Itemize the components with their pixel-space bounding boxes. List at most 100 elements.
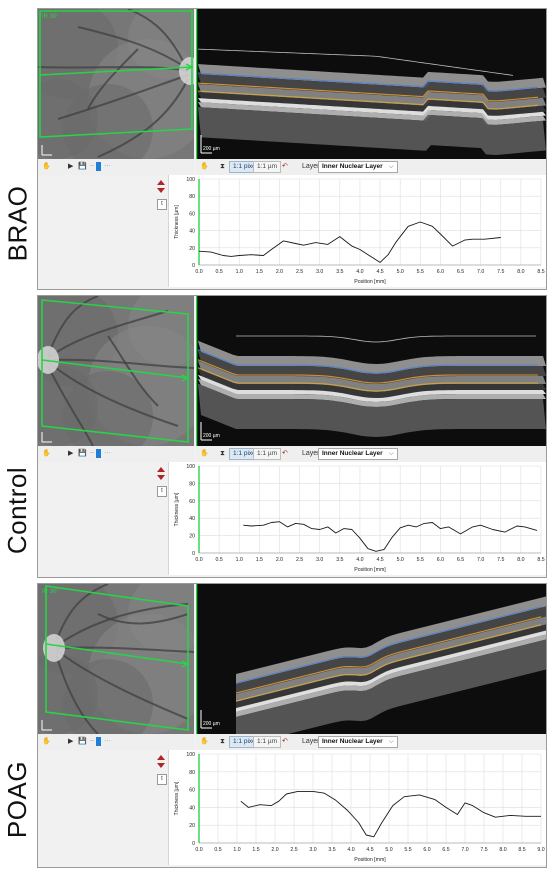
chart-side-panel: t [38,750,168,865]
scale-bar-label: 200 µm [203,433,220,439]
layer-tool-icon[interactable]: ↶ [282,450,288,457]
retinal-vessel [77,26,189,70]
x-tick-label: 3.0 [316,557,323,563]
chart-background [169,175,546,287]
hourglass-icon[interactable]: ⧗ [220,738,225,745]
fundus-image: IR 30° [38,584,194,734]
ellipsis-icon[interactable]: ⋯ [104,163,111,170]
x-tick-label: 4.5 [376,557,383,563]
hand-icon[interactable]: ✋ [200,450,209,457]
posterior-hyaloid-line [236,335,536,343]
oct-bscan-image: 200 µm [196,584,546,734]
arrow-up-icon[interactable] [157,755,165,760]
slider-thumb[interactable] [96,737,101,746]
layer-tool-icon[interactable]: ↶ [282,738,288,745]
t-box-icon[interactable]: t [157,199,167,210]
segmentation-line [197,359,538,384]
bscan-toolbar: ✋ ⧗ 1:1 pixel 1:1 µm ↶ Layer: Inner Nucl… [196,159,546,175]
y-tick-label: 100 [186,464,195,470]
arrow-down-icon[interactable] [157,188,165,193]
retina-layer-band [236,616,546,702]
one-to-one-um-button[interactable]: 1:1 µm [253,161,282,173]
retinal-vessel [55,584,109,643]
thickness-series-line [240,790,541,838]
layer-tool-icon[interactable]: ↶ [282,163,288,170]
retina-layer-band [236,624,546,708]
layer-label: Layer: [302,450,322,457]
t-box-icon[interactable]: t [157,486,167,497]
oct-bscan-image: 200 µm [196,296,546,446]
hand-icon[interactable]: ✋ [200,738,209,745]
x-tick-label: 1.5 [256,269,263,275]
x-tick-label: 5.0 [397,557,404,563]
y-tick-label: 100 [186,752,195,758]
arrow-down-icon[interactable] [157,763,165,768]
scale-bar-label: 200 µm [203,721,220,727]
slider-thumb[interactable] [96,162,101,171]
x-tick-label: 4.5 [366,847,373,853]
optic-disc [179,57,194,85]
y-tick-label: 0 [192,263,195,269]
x-tick-label: 6.0 [437,269,444,275]
hourglass-icon[interactable]: ⧗ [220,163,225,170]
ellipsis-icon[interactable]: ⋯ [104,450,111,457]
y-tick-label: 20 [189,534,195,540]
x-tick-label: 3.5 [328,847,335,853]
save-icon[interactable]: 💾 [78,450,87,457]
y-tick-label: 80 [189,770,195,776]
arrow-up-icon[interactable] [157,467,165,472]
thickness-chart: 0.0 0.5 1.0 1.5 2.0 2.5 3.0 3.5 4.0 4.5 5.0 5.5 6.0 6… [168,175,546,287]
x-tick-label: 7.5 [480,847,487,853]
optic-disc [43,634,65,662]
slider-thumb[interactable] [96,449,101,458]
ellipsis-icon[interactable]: ⋯ [104,738,111,745]
scan-line [41,359,189,379]
row-label: POAG [0,733,36,866]
y-tick-label: 20 [189,823,195,829]
play-icon[interactable]: ▶ [68,163,74,170]
retinal-vessel [47,361,179,427]
layer-select[interactable]: Inner Nuclear Layer ⌵ [318,448,398,460]
x-tick-label: 3.0 [309,847,316,853]
x-tick-label: 0.0 [195,269,202,275]
fundus-toolbar: ✋ ▶ 💾 ┈ ⋯ [38,159,194,175]
x-tick-label: 8.5 [537,557,544,563]
segmentation-line [235,606,542,684]
arrow-up-icon[interactable] [157,180,165,185]
one-to-one-um-button[interactable]: 1:1 µm [253,736,282,748]
play-icon[interactable]: ▶ [68,450,74,457]
thickness-chart: 0.0 0.5 1.0 1.5 2.0 2.5 3.0 3.5 4.0 4.5 5.0 5.5 6.0 6… [168,750,546,865]
x-tick-label: 3.5 [336,269,343,275]
layer-select-value: Inner Nuclear Layer [322,738,383,745]
chart-side-panel: t [38,462,168,575]
scan-line [45,643,189,665]
retina-layer-band [236,606,546,694]
fundus-label: IR 30° [42,589,59,595]
layer-select[interactable]: Inner Nuclear Layer ⌵ [318,161,398,173]
hand-icon[interactable]: ✋ [42,450,51,457]
x-tick-label: 8.5 [518,847,525,853]
layer-select[interactable]: Inner Nuclear Layer ⌵ [318,736,398,748]
group-label: POAG [2,760,33,839]
play-icon[interactable]: ▶ [68,738,74,745]
hand-icon[interactable]: ✋ [200,163,209,170]
t-box-icon[interactable]: t [157,774,167,785]
y-tick-label: 40 [189,805,195,811]
x-tick-label: 5.5 [417,557,424,563]
save-icon[interactable]: 💾 [78,163,87,170]
x-tick-label: 7.0 [477,557,484,563]
x-tick-label: 1.5 [252,847,259,853]
fundus-image: IR 30° [38,9,194,159]
one-to-one-um-button[interactable]: 1:1 µm [253,448,282,460]
segmentation-line [235,616,542,694]
scan-direction-icon [185,63,194,71]
arrow-down-icon[interactable] [157,475,165,480]
retina-layer-band [198,64,546,92]
hand-icon[interactable]: ✋ [42,738,51,745]
x-tick-label: 2.5 [296,269,303,275]
group-label: BRAO [2,185,33,261]
hand-icon[interactable]: ✋ [42,163,51,170]
save-icon[interactable]: 💾 [78,738,87,745]
x-tick-label: 1.0 [236,557,243,563]
hourglass-icon[interactable]: ⧗ [220,450,225,457]
